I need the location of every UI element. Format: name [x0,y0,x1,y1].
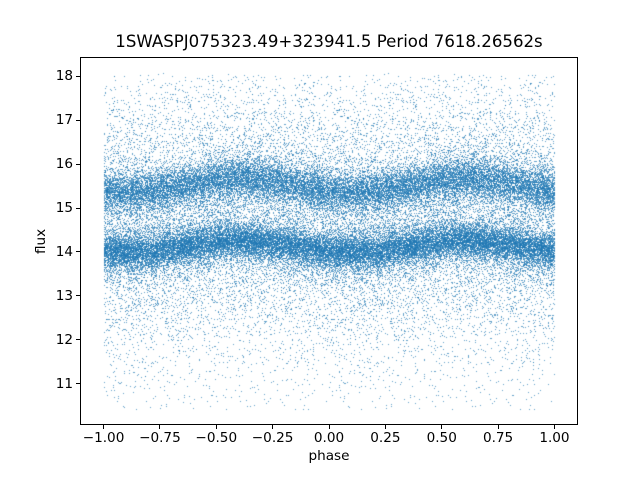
y-tick-mark [76,75,80,77]
x-tick-mark [553,425,555,429]
x-tick-mark [328,425,330,429]
scatter-canvas [81,58,577,424]
y-tick-label: 13 [55,287,73,304]
x-tick-label: 0.50 [426,430,457,446]
y-tick-label: 17 [55,112,73,129]
y-tick-mark [76,295,80,297]
y-tick-label: 16 [55,156,73,173]
x-tick-mark [441,425,443,429]
y-tick-label: 12 [55,331,73,348]
x-tick-mark [103,425,105,429]
x-tick-mark [272,425,274,429]
y-tick-mark [76,207,80,209]
x-tick-label: −0.50 [195,430,238,446]
chart-title: 1SWASPJ075323.49+323941.5 Period 7618.26… [115,32,543,51]
x-tick-label: 0.00 [313,430,345,446]
x-tick-label: −0.75 [139,430,181,446]
x-tick-label: 0.75 [482,430,514,446]
y-tick-mark [76,339,80,341]
x-tick-mark [215,425,217,429]
x-tick-label: 1.00 [539,430,570,446]
y-tick-mark [76,251,80,253]
x-tick-mark [497,425,499,429]
y-tick-label: 11 [55,375,73,392]
y-tick-mark [76,119,80,121]
x-tick-label: 0.25 [370,430,401,446]
plot-area [80,57,578,425]
y-tick-mark [76,163,80,165]
x-axis-label: phase [308,448,350,464]
y-tick-label: 15 [55,200,73,217]
y-tick-label: 18 [55,68,73,85]
x-tick-mark [159,425,161,429]
x-tick-mark [384,425,386,429]
y-tick-mark [76,383,80,385]
y-tick-label: 14 [55,243,73,260]
x-tick-label: −1.00 [82,430,125,446]
x-tick-label: −0.25 [251,430,294,446]
